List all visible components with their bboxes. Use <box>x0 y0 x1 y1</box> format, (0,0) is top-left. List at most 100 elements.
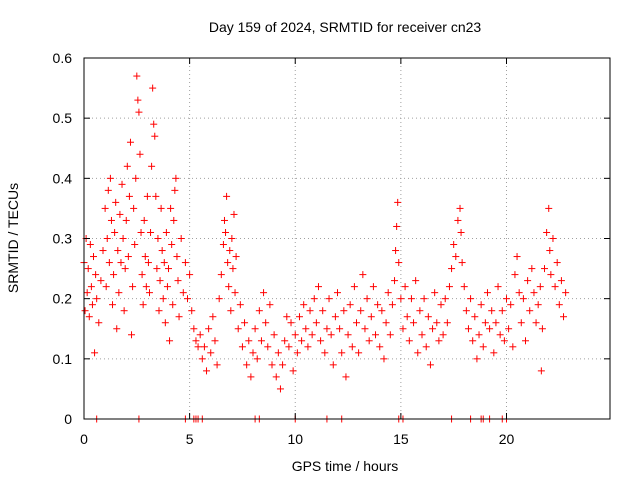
data-point <box>310 295 318 303</box>
data-point <box>528 265 536 273</box>
data-point <box>279 361 287 369</box>
data-point <box>488 307 496 315</box>
data-point <box>84 265 92 273</box>
data-point <box>222 228 230 236</box>
data-point <box>179 289 187 297</box>
data-point <box>331 313 339 321</box>
data-point <box>340 307 348 315</box>
data-point <box>274 349 282 357</box>
data-point <box>426 361 434 369</box>
data-point <box>401 283 409 291</box>
data-point <box>380 355 388 363</box>
data-point <box>538 325 546 333</box>
data-point <box>454 216 462 224</box>
data-point <box>272 373 280 381</box>
data-point <box>302 325 310 333</box>
data-point <box>557 277 565 285</box>
data-point <box>431 289 439 297</box>
data-point <box>541 265 549 273</box>
data-point <box>150 120 158 128</box>
data-point <box>361 325 369 333</box>
data-point <box>392 247 400 255</box>
data-point <box>317 337 325 345</box>
data-point <box>323 325 331 333</box>
data-point <box>155 307 163 315</box>
data-point <box>490 349 498 357</box>
data-point <box>367 313 375 321</box>
data-point <box>291 331 299 339</box>
data-point <box>91 349 99 357</box>
data-point <box>141 253 149 261</box>
y-tick-label: 0 <box>64 411 72 427</box>
data-point <box>116 210 124 218</box>
data-point <box>397 295 405 303</box>
y-tick-label: 0.5 <box>53 110 73 126</box>
data-point <box>359 271 367 279</box>
data-point <box>530 289 538 297</box>
data-point <box>374 301 382 309</box>
data-point <box>509 343 517 351</box>
data-point <box>479 343 487 351</box>
data-point <box>200 343 208 351</box>
data-point <box>475 331 483 339</box>
data-point <box>376 343 384 351</box>
data-point <box>435 337 443 345</box>
data-point <box>464 325 472 333</box>
data-point <box>285 343 293 351</box>
data-point <box>190 325 198 333</box>
data-point <box>412 277 420 285</box>
data-point <box>546 247 554 255</box>
data-point <box>433 319 441 327</box>
data-point <box>319 307 327 315</box>
data-point <box>388 301 396 309</box>
x-tick-label: 0 <box>80 431 88 447</box>
data-point <box>416 307 424 315</box>
data-point <box>264 343 272 351</box>
data-point <box>494 283 502 291</box>
data-point <box>314 283 322 291</box>
data-point <box>134 96 142 104</box>
data-point <box>105 259 113 267</box>
chart-title: Day 159 of 2024, SRMTID for receiver cn2… <box>209 19 482 35</box>
data-point <box>164 265 172 273</box>
data-point <box>260 289 268 297</box>
x-tick-label: 5 <box>186 431 194 447</box>
data-point <box>500 337 508 345</box>
data-point <box>543 228 551 236</box>
data-point <box>228 235 236 242</box>
data-point <box>159 295 167 303</box>
data-point <box>144 259 152 267</box>
data-point <box>414 349 422 357</box>
data-point <box>399 325 407 333</box>
data-point <box>205 325 213 333</box>
data-point <box>129 283 137 291</box>
data-point <box>167 204 175 212</box>
data-point <box>128 331 136 339</box>
data-point <box>534 301 542 309</box>
data-point <box>268 361 276 369</box>
data-point <box>125 192 133 200</box>
data-point <box>562 289 570 297</box>
data-point <box>152 192 160 200</box>
data-point <box>110 271 118 279</box>
data-point <box>355 349 363 357</box>
data-point <box>174 277 182 285</box>
data-point <box>394 198 402 206</box>
data-point <box>382 319 390 327</box>
data-point <box>232 253 240 261</box>
data-point <box>95 319 103 327</box>
data-point <box>456 204 464 212</box>
data-point <box>481 319 489 327</box>
data-point <box>462 307 470 315</box>
data-point <box>247 373 255 381</box>
data-point <box>142 283 150 291</box>
data-point <box>172 174 180 182</box>
data-point <box>384 289 392 297</box>
data-point <box>448 265 456 273</box>
data-point <box>502 295 510 303</box>
y-tick-label: 0.3 <box>53 231 73 247</box>
data-point <box>403 313 411 321</box>
data-point <box>93 295 101 303</box>
